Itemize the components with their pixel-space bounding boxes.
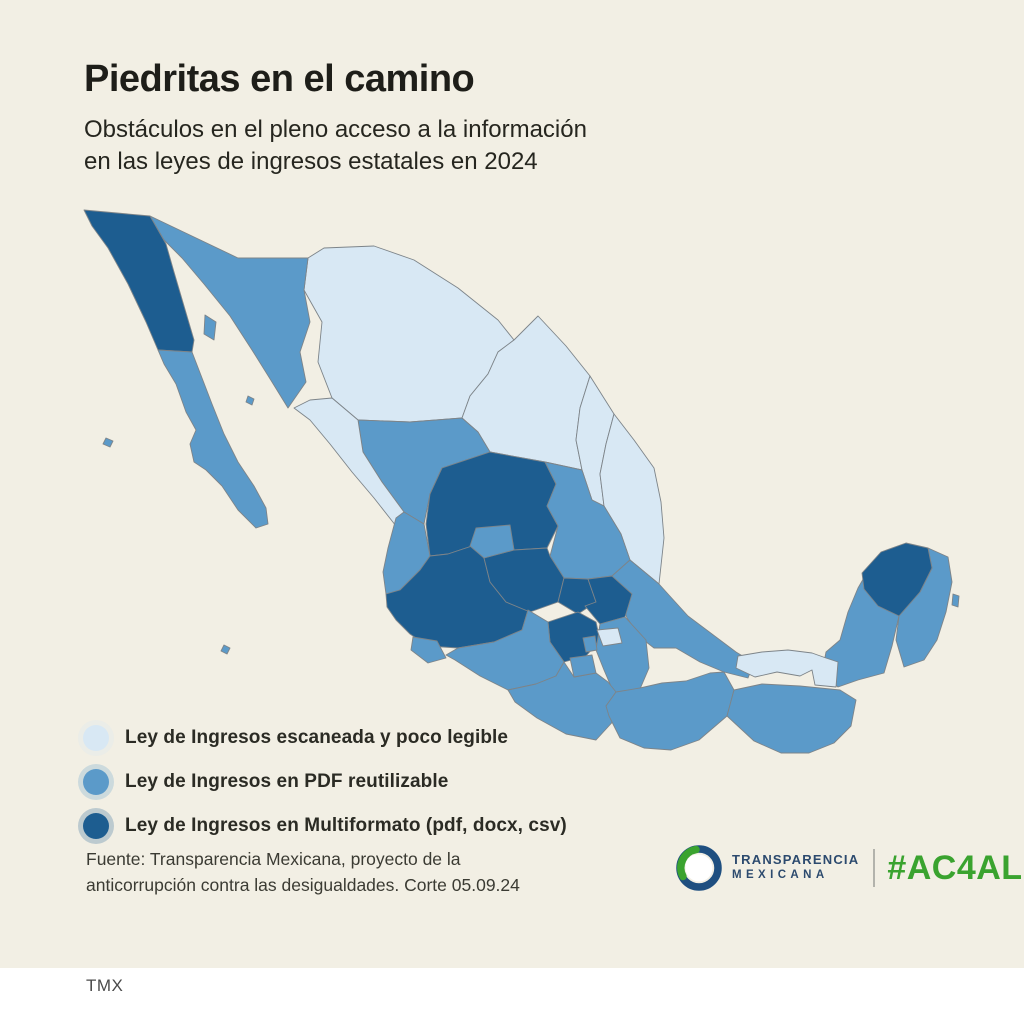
campaign-hashtag: #AC4ALL bbox=[887, 848, 1024, 887]
legend-swatch-multiformato bbox=[83, 813, 109, 839]
state-baja-california-sur bbox=[157, 349, 269, 529]
logo-block: TRANSPARENCIA MEXICANA #AC4ALL bbox=[676, 845, 1024, 891]
legend-label-multiformato: Ley de Ingresos en Multiformato (pdf, do… bbox=[125, 815, 567, 836]
island bbox=[203, 314, 217, 341]
state-sinaloa bbox=[293, 397, 408, 535]
header: Piedritas en el camino Obstáculos en el … bbox=[84, 58, 724, 177]
state-chiapas bbox=[726, 683, 857, 754]
transparencia-mexicana-logo-icon bbox=[676, 845, 722, 891]
island bbox=[951, 593, 960, 608]
brand-line-1: TRANSPARENCIA bbox=[732, 852, 860, 868]
legend-item-pdf: Ley de Ingresos en PDF reutilizable bbox=[78, 760, 567, 804]
legend-swatch-escaneada bbox=[83, 725, 109, 751]
state-tlaxcala bbox=[596, 627, 623, 647]
state-sonora bbox=[149, 215, 311, 409]
state-yucatan bbox=[861, 542, 933, 617]
island bbox=[245, 395, 255, 406]
legend-item-multiformato: Ley de Ingresos en Multiformato (pdf, do… bbox=[78, 804, 567, 848]
subtitle: Obstáculos en el pleno acceso a la infor… bbox=[84, 114, 724, 177]
source-note: Fuente: Transparencia Mexicana, proyecto… bbox=[86, 846, 520, 899]
state-colima bbox=[410, 636, 447, 664]
brand-line-2: MEXICANA bbox=[732, 868, 829, 881]
page-title: Piedritas en el camino bbox=[84, 58, 475, 100]
island bbox=[102, 437, 114, 448]
subtitle-line-1: Obstáculos en el pleno acceso a la infor… bbox=[84, 115, 587, 143]
island bbox=[220, 644, 231, 655]
brand-name: TRANSPARENCIA MEXICANA bbox=[732, 853, 859, 882]
logo-divider bbox=[873, 849, 876, 887]
footer-strip: TMX bbox=[0, 968, 1024, 1021]
state-tabasco bbox=[735, 649, 839, 688]
legend-label-escaneada: Ley de Ingresos escaneada y poco legible bbox=[125, 727, 509, 748]
state-morelos bbox=[569, 654, 597, 678]
tmx-watermark: TMX bbox=[86, 976, 124, 995]
state-ciudad-de-mexico bbox=[582, 635, 598, 653]
subtitle-line-2: en las leyes de ingresos estatales en 20… bbox=[84, 147, 538, 175]
source-line-1: Fuente: Transparencia Mexicana, proyecto… bbox=[86, 849, 461, 869]
source-line-2: anticorrupción contra las desigualdades.… bbox=[86, 875, 520, 896]
legend-item-escaneada: Ley de Ingresos escaneada y poco legible bbox=[78, 716, 567, 760]
legend-swatch-pdf bbox=[83, 769, 109, 795]
legend: Ley de Ingresos escaneada y poco legible… bbox=[78, 716, 567, 848]
state-aguascalientes bbox=[469, 524, 515, 559]
legend-label-pdf: Ley de Ingresos en PDF reutilizable bbox=[125, 771, 449, 792]
